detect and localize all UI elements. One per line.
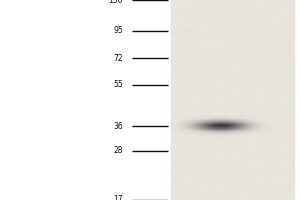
Text: 72: 72: [113, 54, 123, 63]
Text: 95: 95: [113, 26, 123, 35]
Bar: [171, 0, 294, 200]
Text: 36: 36: [113, 122, 123, 131]
Text: 130: 130: [109, 0, 123, 5]
Text: 17: 17: [113, 196, 123, 200]
Text: 55: 55: [113, 80, 123, 89]
Text: 28: 28: [113, 146, 123, 155]
